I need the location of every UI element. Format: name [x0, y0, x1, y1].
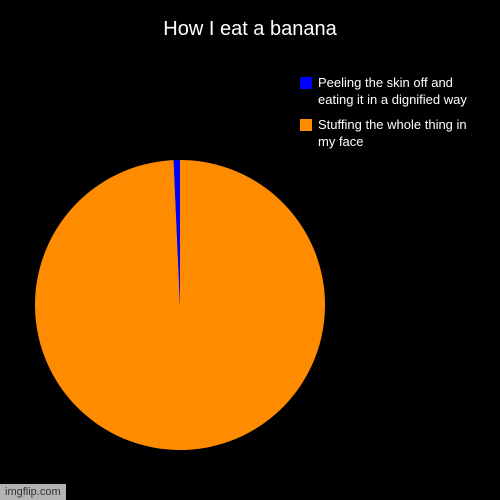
legend: Peeling the skin off and eating it in a …: [300, 75, 480, 159]
legend-label: Peeling the skin off and eating it in a …: [318, 75, 480, 109]
legend-swatch: [300, 77, 312, 89]
legend-item: Peeling the skin off and eating it in a …: [300, 75, 480, 109]
pie-chart: [30, 155, 330, 460]
watermark: imgflip.com: [0, 484, 66, 500]
chart-title: How I eat a banana: [0, 0, 500, 41]
legend-item: Stuffing the whole thing in my face: [300, 117, 480, 151]
legend-swatch: [300, 119, 312, 131]
legend-label: Stuffing the whole thing in my face: [318, 117, 480, 151]
